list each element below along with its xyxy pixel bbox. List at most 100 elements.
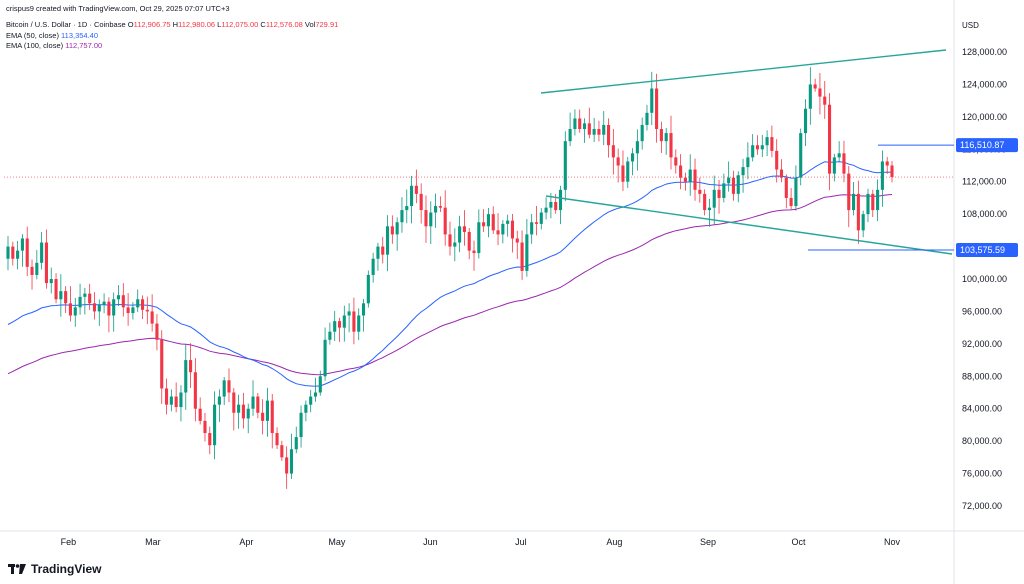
candle-body bbox=[83, 293, 87, 297]
candle-body bbox=[222, 380, 226, 397]
volume-value: 729.91 bbox=[315, 20, 339, 29]
y-tick-label: 84,000.00 bbox=[962, 404, 1002, 414]
x-tick-label: Oct bbox=[791, 537, 806, 547]
candle-body bbox=[438, 206, 442, 208]
candle-body bbox=[318, 376, 322, 393]
candle-body bbox=[25, 238, 29, 267]
level-label-bg bbox=[956, 243, 1018, 258]
candle-body bbox=[164, 388, 169, 405]
candle-body bbox=[419, 193, 423, 211]
candle-body bbox=[237, 404, 241, 413]
ohlc-close: 112,576.08 bbox=[265, 20, 303, 29]
ema100-value: 112,757.00 bbox=[65, 41, 103, 50]
candle-body bbox=[294, 437, 298, 450]
x-tick-label: Sep bbox=[700, 537, 716, 547]
candle-body bbox=[799, 133, 803, 178]
y-tick-label: 80,000.00 bbox=[962, 436, 1002, 446]
candle-body bbox=[808, 84, 812, 109]
candle-body bbox=[635, 141, 639, 154]
candle-body bbox=[414, 185, 418, 194]
candle-body bbox=[558, 189, 563, 211]
candle-body bbox=[333, 321, 337, 332]
ohlc-open-label: O bbox=[127, 20, 134, 29]
candle-body bbox=[549, 201, 553, 208]
candle-body bbox=[189, 360, 193, 373]
candle-body bbox=[400, 210, 404, 223]
candle-body bbox=[232, 392, 236, 413]
candle-body bbox=[827, 104, 832, 174]
candle-body bbox=[659, 129, 663, 142]
candle-body bbox=[506, 220, 510, 224]
candle-body bbox=[746, 157, 750, 168]
candle-body bbox=[217, 396, 221, 405]
candle-body bbox=[208, 433, 212, 446]
y-tick-label: 76,000.00 bbox=[962, 469, 1002, 479]
candle-body bbox=[102, 301, 106, 305]
ema100-label: EMA (100, close) bbox=[6, 41, 64, 50]
candle-body bbox=[174, 396, 178, 408]
candle-body bbox=[482, 222, 486, 227]
x-tick-label: May bbox=[328, 537, 346, 547]
candle-body bbox=[150, 311, 154, 324]
candle-body bbox=[44, 242, 48, 284]
candle-body bbox=[73, 307, 77, 316]
ema50-value: 113,354.40 bbox=[61, 31, 99, 40]
candle-body bbox=[309, 396, 313, 405]
symbol-name: Bitcoin / U.S. Dollar · 1D · Coinbase bbox=[6, 20, 126, 29]
candle-body bbox=[357, 315, 361, 332]
candle-body bbox=[539, 212, 543, 224]
candle-body bbox=[611, 145, 615, 158]
candle-body bbox=[664, 133, 668, 142]
ema50-line bbox=[7, 161, 893, 387]
candle-body bbox=[246, 408, 250, 419]
symbol-ohlc-line: Bitcoin / U.S. Dollar · 1D · Coinbase O 1… bbox=[6, 20, 338, 29]
candle-body bbox=[131, 307, 135, 314]
candle-body bbox=[347, 311, 351, 316]
candle-body bbox=[866, 193, 870, 215]
candle-body bbox=[837, 153, 841, 158]
candle-body bbox=[693, 169, 697, 190]
candle-body bbox=[78, 296, 82, 308]
candle-body bbox=[631, 153, 635, 162]
candle-body bbox=[462, 226, 466, 232]
candle-body bbox=[88, 293, 92, 304]
candle-body bbox=[554, 201, 558, 211]
candle-body bbox=[640, 124, 644, 142]
ema100-line bbox=[7, 194, 893, 376]
candle-body bbox=[626, 161, 630, 182]
candle-body bbox=[20, 238, 24, 251]
candle-body bbox=[256, 396, 260, 413]
candle-body bbox=[871, 193, 875, 211]
candle-body bbox=[16, 250, 20, 259]
candle-body bbox=[6, 246, 10, 259]
candle-body bbox=[861, 214, 865, 231]
ema50-legend: EMA (50, close) 113,354.40 bbox=[6, 31, 98, 40]
candle-body bbox=[852, 193, 856, 211]
brand-name: TradingView bbox=[31, 562, 102, 576]
candle-body bbox=[741, 167, 745, 176]
candle-body bbox=[352, 311, 356, 332]
candle-body bbox=[30, 266, 34, 275]
currency-label: USD bbox=[962, 21, 979, 30]
candle-body bbox=[510, 220, 515, 239]
ohlc-low: 112,075.00 bbox=[221, 20, 259, 29]
candle-body bbox=[361, 303, 366, 316]
candle-body bbox=[49, 279, 53, 284]
y-tick-label: 96,000.00 bbox=[962, 306, 1002, 316]
candle-body bbox=[140, 299, 145, 310]
candle-body bbox=[467, 231, 471, 251]
candle-body bbox=[385, 226, 390, 255]
candle-body bbox=[520, 242, 524, 271]
candle-body bbox=[477, 222, 481, 254]
candle-body bbox=[755, 145, 760, 150]
candle-body bbox=[376, 246, 380, 259]
candle-body bbox=[434, 206, 438, 213]
candle-body bbox=[458, 226, 462, 243]
ohlc-low-label: L bbox=[217, 20, 222, 29]
candle-body bbox=[107, 301, 111, 316]
candle-body bbox=[337, 321, 342, 328]
candle-body bbox=[597, 129, 601, 135]
volume-label: Vol bbox=[304, 20, 316, 29]
candle-body bbox=[760, 145, 764, 150]
